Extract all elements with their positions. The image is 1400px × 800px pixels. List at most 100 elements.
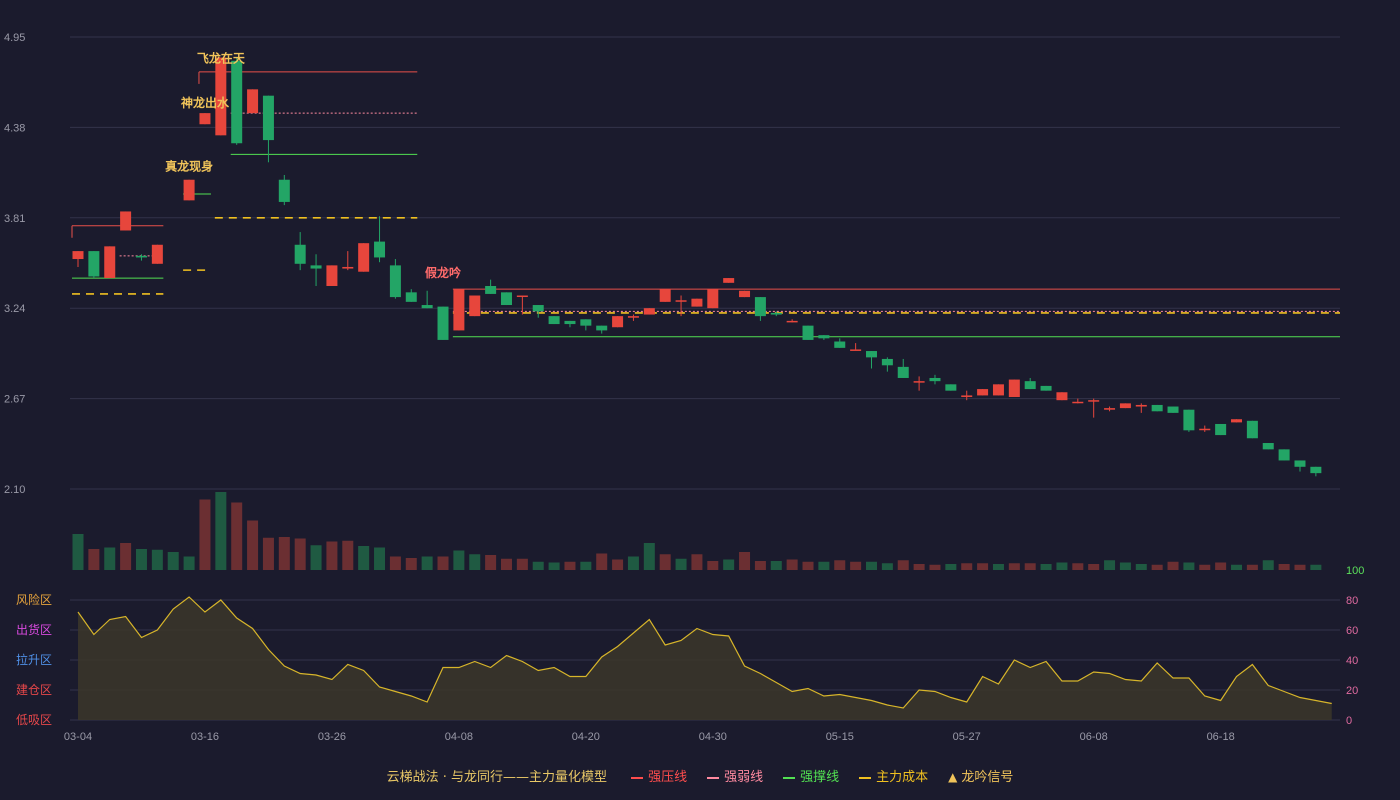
candle-body [231,60,243,144]
candle-body [215,57,227,136]
volume-bar [215,492,227,570]
candle-body [596,325,608,331]
volume-bar [1040,564,1052,570]
volume-bar [183,556,195,570]
y-tick-label: 4.95 [4,32,25,44]
osc-zone-label: 出货区 [16,622,52,637]
signal-label: 假龙吟 [425,265,461,280]
volume-bar [532,561,544,570]
x-tick-label: 04-08 [445,731,473,743]
volume-bar [231,502,243,570]
volume-bar [691,554,703,570]
volume-bar [564,561,576,570]
candle-body [247,89,259,114]
candle-body [834,341,846,348]
candle-body [929,377,941,382]
volume-bar [421,556,433,570]
volume-bar [167,552,179,570]
candle-body [1072,401,1084,404]
candle-body [120,211,132,231]
osc-zone-label: 低吸区 [16,713,52,727]
candle-body [1310,466,1322,474]
volume-bar [1183,562,1195,570]
candle-body [1104,408,1116,410]
volume-bar [88,549,100,570]
volume-bar [1135,564,1147,570]
volume-bar [961,563,973,570]
volume-bar [1199,564,1211,570]
legend-swatch [859,776,872,779]
volume-bar [1310,564,1322,570]
legend-item: ▲ 龙吟信号 [948,766,1013,785]
legend-swatch: ▲ [948,770,958,784]
candle-body [104,246,116,279]
osc-zone-label: 建仓区 [16,683,52,697]
osc-zone-label: 风险区 [16,592,52,607]
candle-body [977,389,989,396]
candle-body [992,384,1004,396]
candle-body [675,300,687,302]
y-tick-label: 2.67 [4,394,25,406]
candle-body [659,289,671,302]
candle-body [1135,404,1147,407]
candle-body [469,295,481,317]
volume-bar [1167,561,1179,570]
volume-bar [1231,564,1243,570]
volume-bar [437,556,449,570]
candle-body [897,366,909,378]
volume-bar [1151,564,1163,570]
legend-label: 强压线 [648,770,688,785]
x-tick-label: 04-20 [572,731,600,743]
candle-body [564,320,576,325]
candle-body [1167,406,1179,413]
y-tick-label: 3.24 [4,303,25,315]
candle-body [707,289,719,309]
candle-body [691,298,703,307]
volume-bar [929,564,941,570]
candle-body [135,255,147,258]
legend-label: 龙吟信号 [961,770,1014,785]
volume-bar [278,537,290,570]
osc-tick-label: 0 [1346,715,1352,727]
candle-body [1199,428,1211,431]
volume-bar [850,561,862,570]
candle-body [548,316,560,325]
x-tick-label: 03-26 [318,731,346,743]
candle-body [453,289,465,331]
volume-bar [548,562,560,570]
volume-bar [120,543,132,570]
volume-bar [342,540,354,570]
osc-tick-label: 20 [1346,685,1358,697]
candle-body [1040,385,1052,391]
candle-body [580,319,592,326]
candle-body [358,243,370,272]
volume-bar [294,538,306,570]
volume-bar [945,564,957,570]
candle-body [881,358,893,366]
volume-bar [516,558,528,570]
legend-swatch [707,776,720,779]
volume-bar [1056,562,1068,570]
volume-bar [1119,562,1131,570]
legend-item: 主力成本 [859,766,928,785]
legend-swatch [783,776,796,779]
x-tick-label: 05-15 [826,731,854,743]
legend-label: 强弱线 [724,770,764,785]
osc-line [77,596,1332,709]
x-axis: 03-04 03-16 03-26 04-08 04-20 04-30 05-15 05-27… [64,731,1235,743]
candle-body [421,305,433,309]
osc-tick-label: 100 [1346,565,1364,577]
candle-body [1008,379,1020,398]
osc-tick-label: 40 [1346,655,1358,667]
candle-body [326,265,338,286]
candle-body [278,179,290,202]
candle-body [643,308,655,315]
legend-title: 云梯战法 · 与龙同行——主力量化模型 [386,770,607,785]
x-tick-label: 06-18 [1207,731,1235,743]
volume-bar [72,534,84,570]
candle-body [723,278,735,283]
osc-tick-label: 60 [1346,625,1358,637]
volume-bar [485,555,497,570]
volume-bar [1246,564,1258,570]
